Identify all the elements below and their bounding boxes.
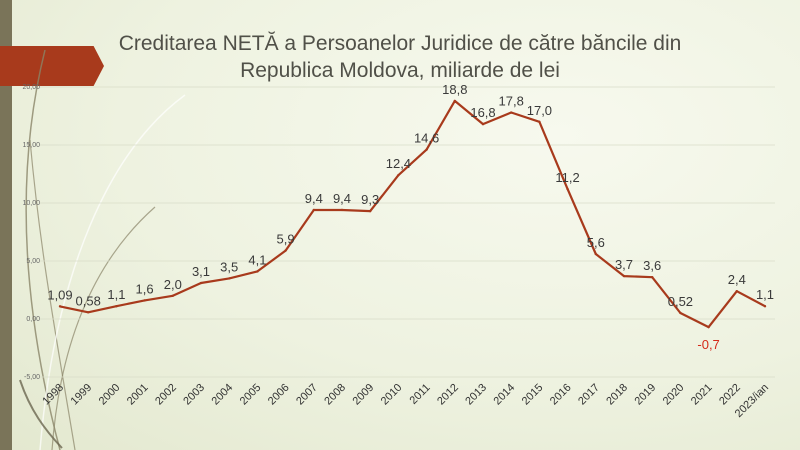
data-label: 1,09 (47, 287, 72, 302)
data-label: 9,4 (333, 191, 351, 206)
x-tick-label: 2004 (210, 382, 236, 408)
data-point (481, 122, 485, 126)
x-tick-label: 2006 (266, 382, 292, 408)
data-point (87, 311, 90, 314)
data-label: 5,9 (277, 232, 295, 247)
series-line (58, 99, 767, 329)
data-point (143, 299, 146, 302)
data-point (284, 249, 287, 252)
decor-curve (39, 94, 186, 450)
y-tick-label: 0,00 (26, 316, 40, 323)
gridlines (40, 86, 775, 378)
data-label: 2,4 (728, 272, 746, 287)
decor-curve (29, 139, 76, 450)
series-line-path (59, 99, 766, 329)
data-label: 2,0 (164, 277, 182, 292)
y-tick-label: -5,00 (24, 374, 40, 381)
data-label: 1,6 (136, 281, 154, 296)
x-tick-label: 2003 (181, 382, 207, 408)
data-label: 11,2 (555, 170, 579, 185)
x-tick-label: 2005 (238, 382, 264, 408)
data-label: 9,3 (361, 192, 379, 207)
data-label: 17,8 (499, 94, 524, 109)
data-label: 14,6 (414, 131, 439, 146)
data-point (425, 148, 428, 151)
data-label: 1,1 (107, 287, 125, 302)
data-label: 18,8 (442, 82, 467, 97)
data-point (510, 111, 513, 114)
data-label: 16,8 (470, 105, 495, 120)
data-point (58, 305, 62, 308)
data-point (538, 120, 541, 124)
data-point (171, 294, 174, 297)
x-tick-label: 2001 (125, 382, 151, 408)
data-point (228, 277, 231, 280)
data-point (115, 305, 118, 308)
data-point (763, 305, 767, 308)
data-labels: 1,09 0,58 1,1 1,6 2,0 3,1 3,5 4,1 5,9 9,4 9,4 9,3 12… (47, 82, 774, 352)
y-tick-label: 5,00 (26, 258, 40, 265)
x-tick-label: 2009 (351, 382, 377, 408)
data-label: 0,52 (668, 294, 693, 309)
data-label: 12,4 (386, 156, 411, 171)
x-tick-label: 2022 (717, 382, 743, 408)
data-label: 0,58 (76, 293, 101, 308)
x-tick-label: 2008 (322, 382, 348, 408)
x-tick-label: 2012 (435, 382, 461, 408)
data-point (622, 274, 626, 278)
x-tick-label: 2021 (689, 382, 715, 408)
data-point (679, 311, 682, 315)
decorative-curves (19, 49, 186, 450)
x-tick-label: 2013 (463, 382, 489, 408)
data-point (256, 270, 259, 273)
x-tick-label: 2016 (548, 382, 574, 408)
data-point (397, 173, 400, 177)
arrow-decoration (0, 46, 104, 86)
y-tick-label: 20,00 (22, 84, 40, 91)
x-tick-label: 2010 (379, 382, 405, 408)
x-tick-label: 2000 (97, 382, 123, 408)
x-axis-ticks: 1998 1999 2000 2001 2002 2003 2004 2005 2006 2007… (40, 382, 771, 420)
y-tick-label: 15,00 (22, 142, 40, 149)
x-tick-label: 2007 (294, 382, 320, 408)
x-tick-label: 2018 (604, 382, 630, 408)
data-point (199, 281, 203, 285)
x-tick-label: 2002 (153, 382, 179, 408)
data-label: 17,0 (527, 103, 552, 118)
decor-curve (19, 379, 63, 449)
decor-curve (51, 206, 156, 450)
data-label: -0,7 (697, 337, 719, 352)
x-tick-label: 2014 (492, 382, 518, 408)
y-axis-ticks: -5,00 0,00 5,00 10,00 15,00 20,00 (22, 84, 40, 381)
x-tick-label: 2020 (661, 382, 687, 408)
x-tick-label: 1999 (69, 382, 95, 408)
data-point (369, 209, 372, 213)
x-tick-label: 2019 (633, 382, 659, 408)
data-label: 1,1 (756, 287, 774, 302)
data-point (340, 208, 344, 212)
data-label: 9,4 (305, 191, 323, 206)
x-tick-label: 2015 (520, 382, 546, 408)
data-point (566, 187, 569, 191)
data-point (453, 99, 456, 103)
x-tick-label: 2017 (576, 382, 602, 408)
data-label: 3,1 (192, 264, 210, 279)
data-point (312, 208, 315, 212)
data-point (594, 252, 597, 256)
data-label: 3,6 (643, 258, 661, 273)
data-label: 3,5 (220, 259, 238, 274)
y-tick-label: 10,00 (22, 200, 40, 207)
data-label: 5,6 (587, 235, 605, 250)
data-point (651, 276, 654, 279)
chart-title: Creditarea NETĂ a Persoanelor Juridice d… (118, 32, 682, 82)
x-tick-label: 2011 (408, 382, 433, 407)
left-accent-bar (0, 0, 12, 450)
decor-curve (25, 49, 61, 450)
data-point (735, 289, 738, 293)
data-point (707, 325, 710, 329)
data-label: 3,7 (615, 257, 633, 272)
data-label: 4,1 (248, 252, 266, 267)
